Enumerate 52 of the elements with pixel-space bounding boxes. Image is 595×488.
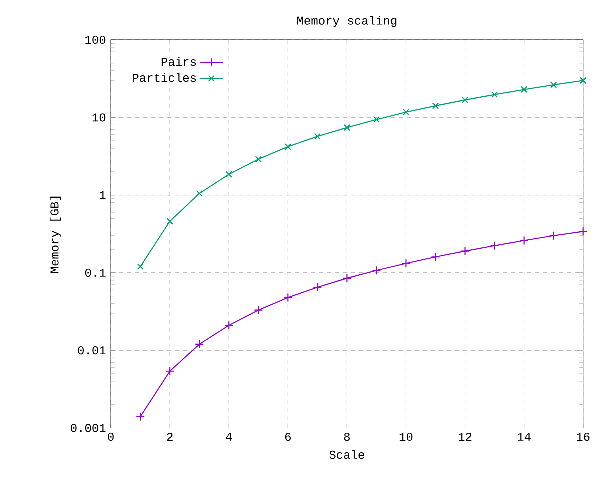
point	[402, 258, 411, 268]
y-tick-label: 0.01	[78, 346, 106, 355]
point	[195, 340, 204, 349]
point	[196, 190, 203, 197]
point	[313, 282, 322, 292]
x-tick-label: 4	[226, 432, 232, 441]
point	[136, 412, 146, 422]
point	[402, 108, 410, 116]
legend-label: Particles	[133, 73, 196, 82]
x-tick-label: 16	[576, 432, 590, 441]
y-tick-label: 10	[92, 113, 106, 122]
point	[344, 124, 351, 132]
point	[226, 171, 232, 178]
point	[580, 77, 587, 84]
legend-label: Pairs	[162, 57, 196, 66]
x-tick-label: 8	[344, 432, 350, 441]
point	[520, 86, 528, 93]
x-axis-title: Scale	[330, 450, 364, 459]
x-tick-label: 6	[285, 432, 291, 441]
x-tick-label: 0	[108, 432, 114, 441]
point	[166, 366, 175, 376]
point	[314, 133, 322, 140]
point	[550, 82, 558, 88]
point	[166, 218, 174, 225]
x-tick-label: 2	[167, 432, 173, 441]
point	[549, 231, 558, 240]
point	[137, 263, 144, 270]
y-tick-label: 0.1	[85, 268, 106, 277]
point	[460, 246, 470, 256]
x-tick-label: 12	[458, 432, 472, 441]
point	[490, 241, 500, 250]
point	[432, 102, 440, 110]
y-tick-label: 100	[86, 36, 106, 44]
chart-title: Memory scaling	[298, 16, 397, 28]
x-tick-label: 10	[400, 432, 413, 441]
y-axis-title: Memory [GB]	[50, 196, 62, 273]
y-tick-label: 1	[100, 191, 106, 200]
x-tick-label: 14	[518, 432, 531, 441]
point	[520, 236, 529, 246]
point	[491, 91, 498, 98]
point	[284, 143, 292, 150]
point	[342, 274, 352, 283]
point	[372, 266, 382, 276]
y-tick-label: 0.001	[71, 424, 106, 432]
point	[284, 293, 293, 302]
point	[224, 320, 234, 330]
point	[431, 252, 440, 262]
point	[255, 156, 262, 163]
point	[462, 96, 469, 104]
point	[373, 116, 380, 123]
point	[578, 227, 588, 236]
point	[254, 306, 264, 315]
